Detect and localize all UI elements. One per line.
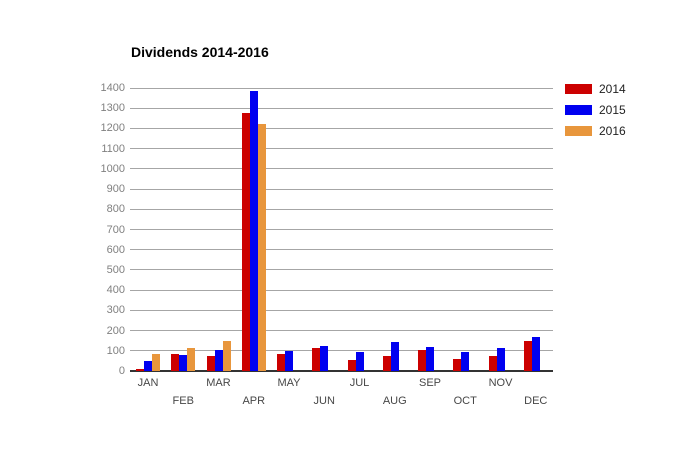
bar-2014-jan: [136, 368, 144, 371]
gridline: [130, 188, 553, 190]
x-tick-label: JUN: [313, 395, 335, 407]
x-tick-label: OCT: [453, 395, 477, 407]
bar-2016-apr: [257, 124, 266, 371]
y-tick-label: 1300: [100, 102, 125, 115]
y-tick-label: 300: [106, 304, 125, 317]
y-tick-label: 500: [106, 263, 125, 276]
bar-2015-apr: [249, 91, 258, 371]
y-tick-label: 700: [106, 223, 125, 236]
bar-2015-oct: [461, 351, 470, 371]
gridline: [130, 269, 553, 271]
x-tick-label: MAY: [277, 377, 301, 389]
legend-label: 2016: [599, 124, 626, 138]
x-axis-line: [130, 370, 553, 372]
bar-2014-nov: [488, 355, 497, 371]
y-tick-label: 800: [106, 203, 125, 216]
x-tick-label: MAR: [206, 377, 231, 389]
bar-2015-feb: [179, 354, 188, 371]
gridline: [130, 107, 553, 109]
legend-item-2014: 2014: [565, 82, 626, 96]
bar-2014-mar: [206, 355, 215, 371]
gridline: [130, 289, 553, 291]
bar-2015-jun: [320, 345, 329, 371]
x-tick-label: FEB: [172, 395, 194, 407]
gridline: [130, 229, 553, 230]
bar-2014-feb: [171, 353, 180, 371]
bar-2015-jul: [355, 351, 364, 371]
bar-2014-jul: [347, 359, 356, 371]
bar-2016-feb: [187, 347, 196, 371]
chart-title: Dividends 2014-2016: [131, 44, 269, 60]
legend-item-2015: 2015: [565, 103, 626, 117]
bar-2015-may: [285, 350, 293, 371]
y-tick-label: 100: [106, 344, 125, 357]
x-tick-label: DEC: [524, 395, 548, 407]
bar-2015-mar: [214, 349, 223, 371]
y-tick-label: 400: [106, 284, 125, 297]
x-tick-label: APR: [242, 395, 266, 407]
y-tick-label: 200: [106, 324, 125, 337]
gridline: [130, 87, 553, 89]
legend-swatch-2014: [565, 84, 592, 94]
y-tick-label: 1200: [100, 122, 125, 135]
bar-2015-dec: [531, 336, 540, 371]
y-tick-label: 900: [106, 183, 125, 196]
y-tick-label: 1000: [100, 162, 125, 175]
bar-2014-apr: [241, 113, 250, 371]
x-tick-label: NOV: [488, 377, 513, 389]
gridline: [130, 249, 553, 251]
x-tick-label: SEP: [418, 377, 441, 389]
bar-2016-jan: [152, 353, 160, 371]
bar-2014-oct: [453, 358, 462, 371]
bar-2014-aug: [382, 355, 391, 371]
bar-2016-mar: [222, 340, 231, 371]
gridline: [130, 309, 553, 311]
legend-swatch-2015: [565, 105, 592, 115]
bar-2014-sep: [418, 349, 426, 371]
y-tick-label: 600: [106, 243, 125, 256]
legend-label: 2015: [599, 103, 626, 117]
bar-2015-sep: [426, 346, 434, 371]
gridline: [130, 208, 553, 210]
gridline: [130, 168, 553, 170]
bar-2014-dec: [523, 340, 532, 371]
gridline: [130, 350, 553, 352]
x-tick-label: AUG: [382, 395, 407, 407]
gridline: [130, 330, 553, 332]
gridline: [130, 127, 553, 129]
legend-swatch-2016: [565, 126, 592, 136]
x-tick-label: JAN: [137, 377, 159, 389]
legend-item-2016: 2016: [565, 124, 626, 138]
y-tick-label: 0: [118, 365, 125, 377]
bar-2015-jan: [144, 360, 152, 371]
gridline: [130, 148, 553, 150]
legend-label: 2014: [599, 82, 626, 96]
bar-2015-nov: [496, 347, 505, 371]
bar-2014-jun: [312, 347, 321, 371]
x-tick-label: JUL: [349, 377, 370, 389]
y-tick-label: 1400: [100, 82, 125, 94]
bar-2015-aug: [390, 341, 399, 371]
bar-2014-may: [277, 353, 285, 371]
y-tick-label: 1100: [101, 142, 125, 155]
legend: 2014 2015 2016: [565, 82, 626, 147]
